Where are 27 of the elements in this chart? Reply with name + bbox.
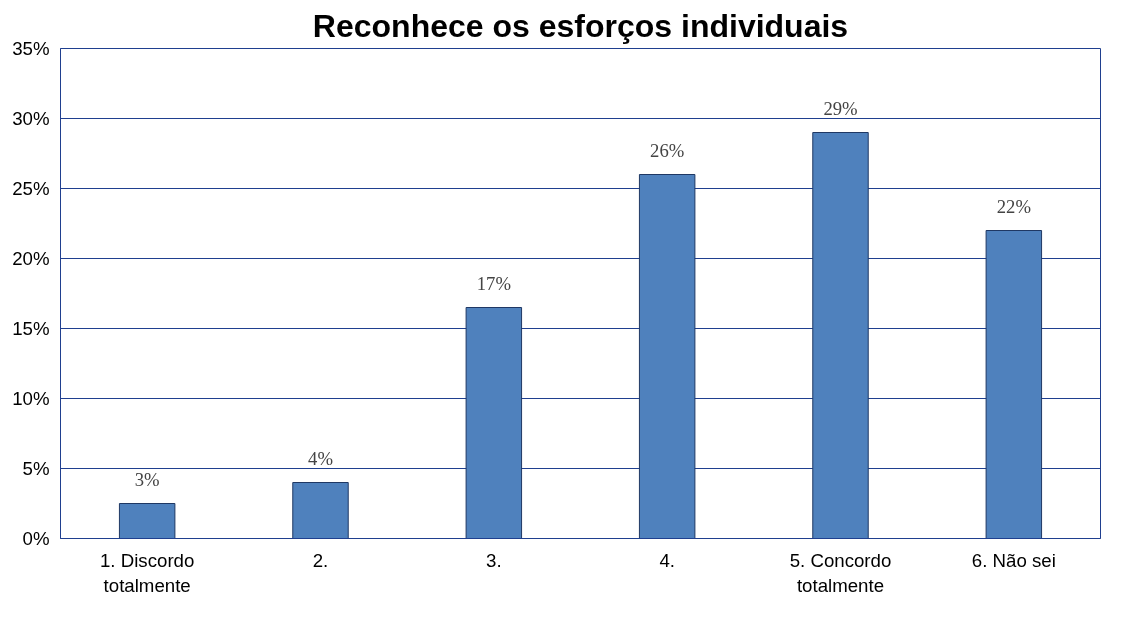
chart-title: Reconhece os esforços individuais — [312, 7, 849, 44]
bar — [812, 132, 869, 539]
x-tick-label: 2. — [312, 549, 329, 571]
bar — [292, 482, 349, 539]
x-tick-label: 6. Não sei — [971, 549, 1056, 571]
y-tick-label: 25% — [12, 178, 50, 199]
y-tick-label: 10% — [12, 388, 50, 409]
y-tick-label: 20% — [12, 248, 50, 269]
data-label: 17% — [476, 272, 511, 294]
x-tick-label: 4. — [659, 549, 675, 571]
y-tick-label: 35% — [12, 38, 50, 59]
bar — [118, 503, 176, 539]
x-tick-label: 1. Discordo totalmente — [99, 549, 195, 596]
x-tick-label: 5. Concordo totalmente — [789, 549, 892, 596]
data-label: 22% — [996, 195, 1031, 217]
bar — [985, 230, 1043, 539]
y-tick-label: 0% — [22, 528, 50, 549]
bar — [465, 307, 523, 539]
bar — [638, 174, 696, 539]
y-tick-label: 30% — [12, 108, 50, 129]
data-label: 4% — [308, 447, 333, 469]
data-label: 29% — [823, 97, 858, 119]
data-label: 26% — [650, 139, 685, 161]
x-tick-label: 3. — [486, 549, 502, 571]
data-label: 3% — [134, 468, 160, 490]
y-tick-label: 5% — [22, 458, 50, 479]
y-tick-label: 15% — [12, 318, 50, 339]
